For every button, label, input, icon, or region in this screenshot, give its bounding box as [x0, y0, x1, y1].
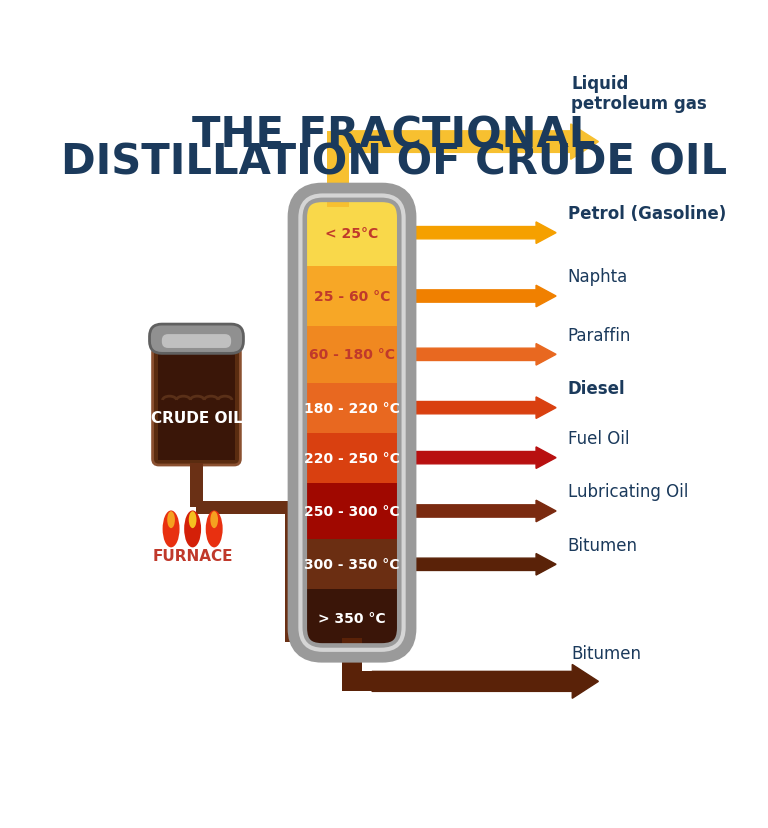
- Text: 300 - 350 °C: 300 - 350 °C: [304, 557, 400, 571]
- FancyBboxPatch shape: [150, 325, 243, 354]
- FancyArrow shape: [339, 125, 598, 160]
- Bar: [297, 433, 407, 483]
- Bar: [197, 502, 285, 514]
- Ellipse shape: [167, 512, 175, 528]
- Bar: [297, 326, 407, 383]
- Ellipse shape: [184, 511, 201, 548]
- FancyArrow shape: [409, 501, 556, 522]
- Text: 220 - 250 °C: 220 - 250 °C: [304, 451, 400, 465]
- Text: 250 - 300 °C: 250 - 300 °C: [304, 504, 400, 518]
- Bar: [190, 463, 203, 508]
- Text: Liquid
petroleum gas: Liquid petroleum gas: [571, 75, 707, 113]
- Text: CRUDE OIL: CRUDE OIL: [151, 410, 243, 426]
- Bar: [297, 200, 407, 267]
- Text: Lubricating Oil: Lubricating Oil: [568, 483, 688, 501]
- Ellipse shape: [206, 511, 223, 548]
- Bar: [285, 502, 297, 514]
- Ellipse shape: [210, 512, 218, 528]
- Bar: [327, 142, 349, 208]
- FancyBboxPatch shape: [153, 347, 240, 465]
- FancyArrow shape: [409, 447, 556, 469]
- FancyArrow shape: [409, 397, 556, 419]
- Text: Diesel: Diesel: [568, 379, 625, 397]
- Text: Bitumen: Bitumen: [571, 644, 641, 662]
- Bar: [297, 483, 407, 540]
- Text: Fuel Oil: Fuel Oil: [568, 430, 629, 447]
- FancyArrow shape: [409, 344, 556, 366]
- Bar: [297, 540, 407, 590]
- Text: 25 - 60 °C: 25 - 60 °C: [314, 290, 390, 304]
- Ellipse shape: [189, 512, 197, 528]
- Text: DISTILLATION OF CRUDE OIL: DISTILLATION OF CRUDE OIL: [61, 141, 727, 183]
- Bar: [297, 267, 407, 326]
- Text: > 350 °C: > 350 °C: [318, 611, 386, 625]
- Text: THE FRACTIONAL: THE FRACTIONAL: [192, 114, 595, 156]
- FancyArrow shape: [372, 665, 598, 699]
- FancyBboxPatch shape: [162, 335, 231, 349]
- FancyArrow shape: [409, 286, 556, 307]
- FancyArrow shape: [409, 223, 556, 244]
- Bar: [327, 132, 370, 153]
- Text: FURNACE: FURNACE: [152, 548, 233, 563]
- Bar: [342, 672, 402, 691]
- Bar: [297, 590, 407, 646]
- Text: Petrol (Gasoline): Petrol (Gasoline): [568, 205, 726, 223]
- Bar: [297, 383, 407, 433]
- Text: 60 - 180 °C: 60 - 180 °C: [309, 348, 395, 362]
- Bar: [158, 353, 235, 460]
- Text: Paraffin: Paraffin: [568, 326, 631, 344]
- Text: Naphta: Naphta: [568, 268, 628, 286]
- Bar: [285, 514, 297, 643]
- Text: Bitumen: Bitumen: [568, 536, 637, 554]
- Ellipse shape: [163, 511, 180, 548]
- FancyArrow shape: [409, 554, 556, 575]
- Text: 180 - 220 °C: 180 - 220 °C: [304, 402, 400, 415]
- Text: < 25°C: < 25°C: [326, 226, 379, 240]
- Bar: [342, 638, 362, 691]
